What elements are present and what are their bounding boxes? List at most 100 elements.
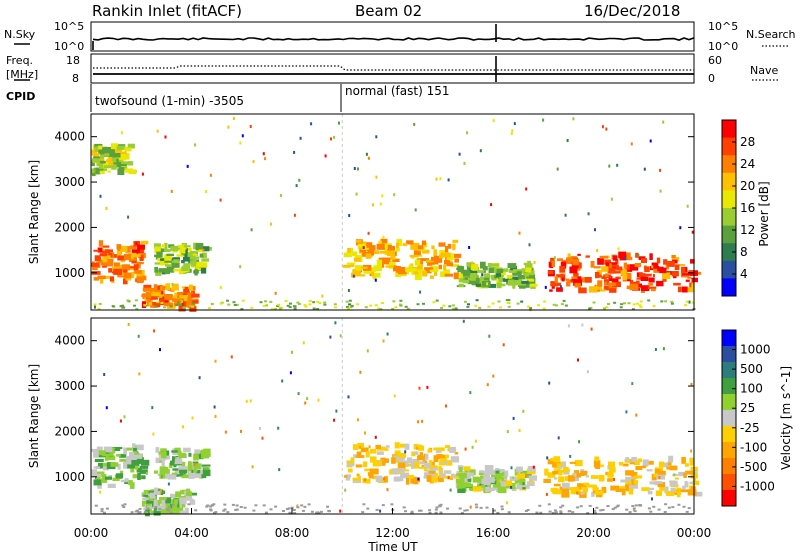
ground-scatter-point	[670, 300, 674, 303]
scatter-cell-5	[523, 273, 529, 277]
scatter-cell-5	[525, 267, 532, 273]
scatter-point	[302, 341, 305, 345]
scatter-cell-6	[556, 274, 565, 278]
scatter-point	[348, 214, 351, 217]
scatter-cell-2	[188, 461, 192, 467]
ground-scatter-point	[464, 300, 467, 303]
scatter-cell-6	[596, 274, 602, 278]
ground-scatter-point	[333, 303, 337, 306]
ground-scatter-point	[350, 304, 354, 307]
scatter-cell-1	[149, 498, 153, 501]
scatter-cell-4	[497, 469, 505, 473]
scatter-point	[224, 430, 227, 434]
scatter-cell-4	[485, 476, 490, 482]
scatter-cell-4	[511, 487, 517, 492]
scatter-cell-5	[517, 270, 522, 276]
ground-scatter-point	[102, 511, 106, 514]
scatter-point	[581, 323, 584, 327]
scatter-cell-5	[660, 462, 669, 468]
ground-scatter-point	[143, 304, 147, 307]
ground-scatter-point	[188, 305, 192, 308]
scatter-cell-5	[470, 264, 479, 271]
scatter-point	[258, 426, 261, 430]
scatter-cell-4	[479, 472, 487, 476]
scatter-cell-2	[202, 246, 210, 252]
ground-scatter-point	[507, 305, 511, 308]
scatter-cell-5	[562, 466, 569, 473]
scatter-cell-0	[96, 476, 101, 482]
ground-scatter-point	[241, 299, 245, 302]
scatter-point	[471, 445, 474, 449]
scatter-cell-6	[649, 253, 653, 260]
scatter-cell-0	[135, 254, 141, 257]
scatter-cell-3	[100, 160, 106, 164]
ground-scatter-point	[345, 300, 349, 303]
ground-scatter-point	[97, 307, 101, 310]
scatter-cell-0	[105, 249, 113, 252]
ground-scatter-point	[349, 306, 353, 309]
scatter-cell-6	[678, 264, 685, 267]
scatter-point	[630, 142, 633, 146]
scatter-cell-1	[171, 283, 179, 290]
scatter-cell-0	[131, 249, 140, 253]
scatter-point	[239, 265, 242, 269]
scatter-cell-3	[404, 469, 409, 472]
ground-scatter-point	[223, 508, 227, 511]
ground-scatter-point	[603, 307, 606, 310]
scatter-cell-4	[390, 255, 396, 260]
ground-scatter-point	[537, 304, 540, 307]
scatter-point	[262, 152, 265, 156]
scatter-cell-5	[619, 486, 626, 489]
scatter-cell-1	[184, 507, 189, 514]
scatter-cell-6	[639, 273, 646, 279]
scatter-cell-4	[492, 485, 499, 488]
scatter-cell-5	[658, 470, 666, 476]
scatter-cell-5	[591, 491, 595, 497]
scatter-cell-5	[558, 476, 565, 483]
scatter-cell-6	[644, 273, 652, 277]
scatter-cell-0	[110, 462, 119, 467]
scatter-cell-3	[97, 145, 102, 150]
scatter-point	[548, 381, 551, 385]
scatter-point	[379, 202, 382, 206]
ground-scatter-point	[276, 305, 280, 308]
power-y-axis: 4000 3000 2000 1000	[54, 130, 694, 280]
scatter-cell-5	[527, 279, 535, 282]
scatter-point	[374, 278, 377, 282]
ground-scatter-point	[611, 508, 615, 511]
scatter-cell-2	[181, 452, 186, 457]
scatter-cell-0	[102, 250, 110, 254]
scatter-cell-3	[445, 460, 453, 466]
scatter-cell-4	[443, 264, 447, 271]
scatter-cell-2	[194, 463, 202, 470]
ground-scatter-point	[278, 307, 282, 310]
scatter-cell-5	[657, 482, 666, 488]
scatter-cell-0	[126, 246, 131, 252]
ground-scatter-point	[207, 307, 211, 310]
scatter-cell-5	[518, 275, 526, 280]
scatter-cell-1	[155, 303, 161, 307]
scatter-cell-1	[147, 504, 152, 511]
scatter-cell-4	[511, 483, 516, 490]
ground-scatter-point	[239, 506, 243, 508]
scatter-cell-5	[689, 461, 694, 466]
colorbar-tick-label: 4	[740, 267, 748, 281]
scatter-cell-3	[124, 168, 133, 173]
scatter-cell-4	[416, 258, 425, 261]
scatter-cell-6	[605, 262, 610, 268]
scatter-point	[688, 300, 691, 304]
scatter-cell-6	[644, 266, 650, 272]
ground-scatter-point	[560, 303, 564, 306]
ground-scatter-point	[169, 305, 173, 308]
scatter-cell-6	[659, 267, 667, 274]
scatter-cell-5	[625, 457, 630, 462]
colorbar-tick-label: 12	[740, 223, 755, 237]
scatter-cell-6	[681, 267, 686, 273]
colorbar-tick-label: 1000	[740, 343, 771, 357]
scatter-cell-0	[94, 459, 102, 462]
scatter-cell-3	[418, 445, 425, 451]
ground-scatter-point	[592, 301, 596, 304]
x-tick-label: 12:00	[375, 526, 410, 540]
scatter-cell-4	[342, 264, 351, 268]
ground-scatter-point	[613, 301, 617, 304]
